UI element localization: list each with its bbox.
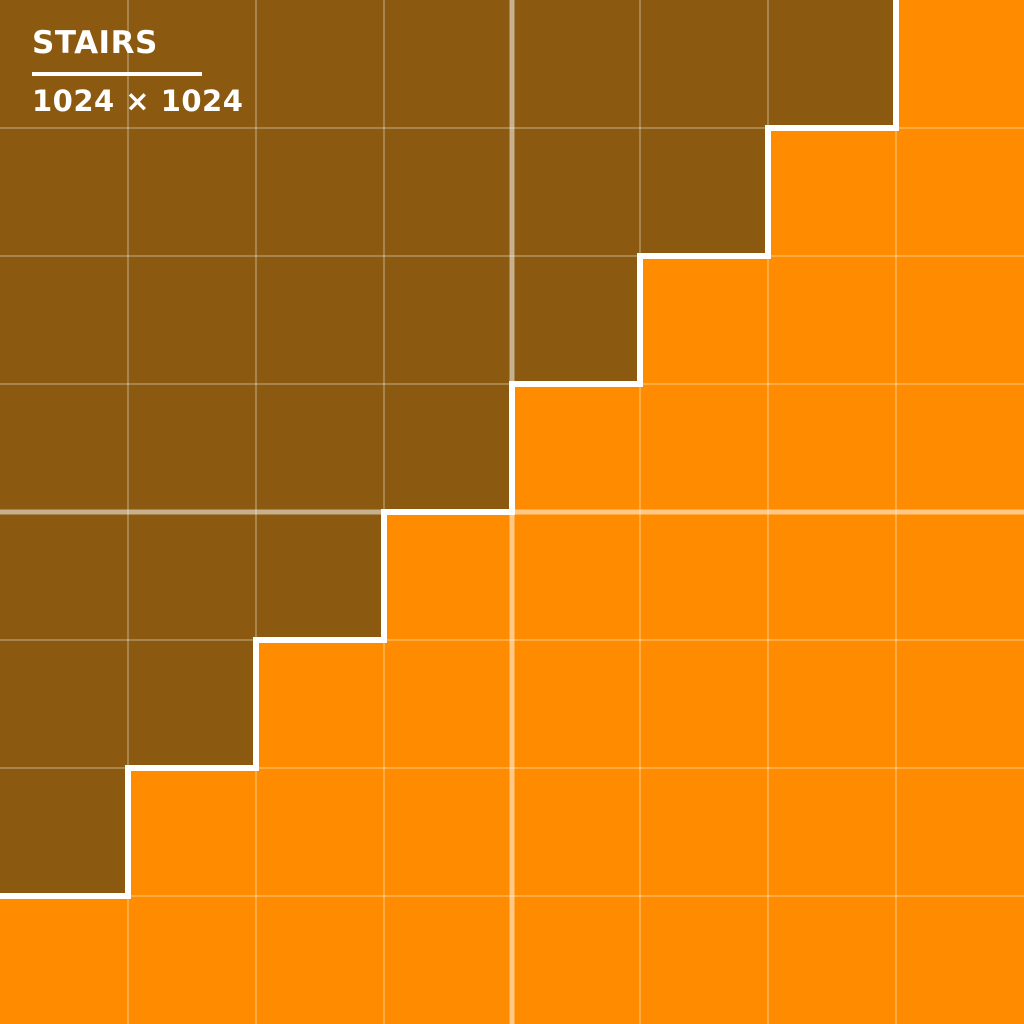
page-title: STAIRS [32, 25, 158, 61]
dimensions-label: 1024 × 1024 [32, 84, 244, 118]
upper-left-region [0, 0, 896, 896]
caption-block: STAIRS 1024 × 1024 [30, 28, 243, 116]
staircase-boundary [0, 0, 899, 899]
caption-divider [32, 72, 202, 76]
